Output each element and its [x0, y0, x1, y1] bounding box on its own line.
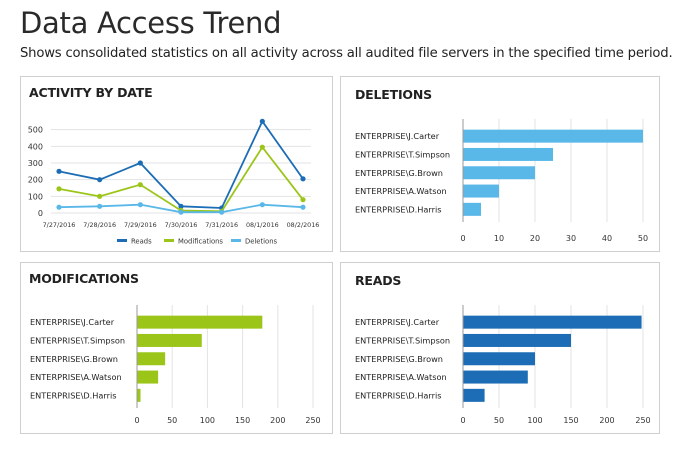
legend-label: Deletions — [245, 238, 278, 246]
legend-swatch — [164, 239, 174, 242]
data-point — [259, 202, 265, 208]
page-subtitle: Shows consolidated statistics on all act… — [20, 46, 673, 61]
bar — [463, 129, 643, 143]
x-tick-label: 250 — [635, 416, 650, 425]
bar — [463, 333, 571, 347]
x-tick-label: 7/28/2016 — [83, 221, 116, 229]
y-tick-label: 100 — [28, 192, 43, 201]
category-label: ENTERPRISE\D.Harris — [355, 204, 442, 214]
x-tick-label: 50 — [638, 234, 648, 243]
modifications-panel: MODIFICATIONS 0 50 100 150 200 250 ENTERPRISE\… — [20, 262, 333, 434]
category-label: ENTERPRISE\T.Simpson — [355, 149, 450, 159]
bar — [463, 315, 642, 329]
data-point — [300, 176, 306, 182]
category-label: ENTERPRISE\T.Simpson — [30, 335, 125, 345]
x-tick-label: 200 — [599, 416, 614, 425]
category-label: ENTERPRISE\A.Watson — [355, 372, 447, 382]
modifications-panel-title: MODIFICATIONS — [29, 271, 139, 286]
legend-swatch — [117, 239, 127, 242]
reads-chart: 0 50 100 150 200 250 ENTERPRISE\J.Carter ENTERP… — [355, 305, 651, 425]
data-point — [178, 203, 184, 209]
data-point — [178, 209, 184, 215]
category-label: ENTERPRISE\G.Brown — [355, 168, 443, 178]
y-tick-label: 0 — [38, 209, 43, 218]
modifications-chart: 0 50 100 150 200 250 ENTERPRISE\J.Carter ENTERP… — [30, 305, 321, 425]
page-title: Data Access Trend — [20, 6, 282, 40]
x-tick-label: 100 — [200, 416, 215, 425]
x-tick-label: 150 — [563, 416, 578, 425]
y-tick-label: 500 — [28, 126, 43, 135]
data-point — [219, 209, 225, 215]
deletions-panel: DELETIONS 0 10 20 30 40 50 ENTERPRISE\J.Carter… — [340, 76, 660, 252]
x-tick-label: 0 — [460, 416, 465, 425]
category-label: ENTERPRISE\A.Watson — [355, 186, 447, 196]
legend-swatch — [231, 239, 241, 242]
deletions-chart: 0 10 20 30 40 50 ENTERPRISE\J.Carter ENTERPRISE… — [355, 119, 648, 243]
x-tick-label: 200 — [270, 416, 285, 425]
legend-label: Reads — [131, 238, 152, 246]
bar — [137, 388, 141, 402]
category-label: ENTERPRISE\D.Harris — [355, 390, 442, 400]
data-point — [300, 197, 306, 203]
data-point — [137, 182, 143, 188]
data-point — [97, 177, 103, 183]
category-label: ENTERPRISE\G.Brown — [355, 354, 443, 364]
bar — [463, 370, 528, 384]
reads-panel-title: READS — [355, 273, 402, 288]
x-tick-label: 50 — [494, 416, 504, 425]
data-point — [137, 202, 143, 208]
data-point — [56, 186, 62, 192]
x-tick-label: 20 — [530, 234, 540, 243]
bar — [463, 184, 499, 198]
category-label: ENTERPRISE\J.Carter — [30, 317, 115, 327]
bar — [137, 370, 159, 384]
bar — [137, 352, 166, 366]
bar — [137, 315, 263, 329]
data-point — [300, 204, 306, 210]
bar — [463, 352, 535, 366]
data-point — [97, 203, 103, 209]
x-tick-label: 7/30/2016 — [165, 221, 198, 229]
bar — [463, 147, 553, 161]
x-tick-label: 0 — [134, 416, 139, 425]
activity-panel: ACTIVITY BY DATE 0 100 200 300 400 500 7/27/20… — [20, 76, 333, 252]
data-point — [56, 204, 62, 210]
category-label: ENTERPRISE\J.Carter — [355, 317, 440, 327]
data-point — [97, 193, 103, 199]
x-tick-label: 250 — [305, 416, 320, 425]
category-label: ENTERPRISE\D.Harris — [30, 390, 117, 400]
data-point — [259, 118, 265, 124]
category-label: ENTERPRISE\J.Carter — [355, 131, 440, 141]
x-tick-label: 10 — [494, 234, 504, 243]
x-tick-label: 50 — [167, 416, 177, 425]
x-tick-label: 08/2/2016 — [287, 221, 320, 229]
bar — [463, 388, 485, 402]
data-point — [259, 144, 265, 150]
x-tick-label: 08/1/2016 — [246, 221, 279, 229]
x-tick-label: 7/29/2016 — [124, 221, 157, 229]
x-tick-label: 7/31/2016 — [205, 221, 238, 229]
bar — [463, 202, 481, 216]
bar — [463, 166, 535, 180]
x-tick-label: 150 — [235, 416, 250, 425]
x-tick-label: 30 — [566, 234, 576, 243]
data-point — [56, 168, 62, 174]
data-point — [137, 160, 143, 166]
y-tick-label: 200 — [28, 176, 43, 185]
reads-panel: READS 0 50 100 150 200 250 ENTERPRISE\J.Carter… — [340, 262, 660, 434]
x-tick-label: 100 — [527, 416, 542, 425]
x-tick-label: 0 — [460, 234, 465, 243]
deletions-panel-title: DELETIONS — [355, 87, 432, 102]
activity-panel-title: ACTIVITY BY DATE — [29, 85, 153, 100]
y-tick-label: 400 — [28, 142, 43, 151]
x-tick-label: 40 — [602, 234, 612, 243]
y-tick-label: 300 — [28, 159, 43, 168]
category-label: ENTERPRISE\T.Simpson — [355, 335, 450, 345]
legend-label: Modifications — [178, 238, 223, 246]
bar — [137, 333, 202, 347]
x-tick-label: 7/27/2016 — [43, 221, 76, 229]
category-label: ENTERPRISE\G.Brown — [30, 354, 118, 364]
category-label: ENTERPRISE\A.Watson — [30, 372, 122, 382]
activity-chart: 0 100 200 300 400 500 7/27/2016 7/28/2016 7/29/2… — [28, 118, 320, 246]
